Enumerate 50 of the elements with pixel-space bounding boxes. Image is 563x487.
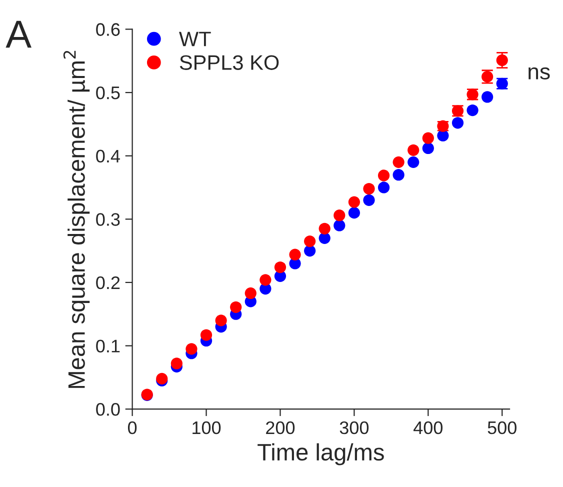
y-tick-label: 0.0 (96, 403, 120, 416)
point (378, 170, 390, 182)
point (378, 182, 390, 194)
point (496, 54, 508, 66)
y-tick-label: 0.2 (96, 276, 120, 290)
x-tick-label: 200 (266, 421, 295, 434)
point (348, 207, 360, 219)
point (422, 132, 434, 144)
point (408, 156, 420, 168)
point (482, 91, 494, 103)
point (392, 156, 404, 168)
point (260, 274, 272, 286)
legend-label: WT (179, 32, 211, 46)
annotation: ns (528, 67, 550, 80)
point (200, 329, 212, 341)
point (244, 287, 256, 300)
y-tick-label: 0.6 (96, 23, 120, 36)
x-tick-label: 300 (340, 421, 369, 434)
text: A (6, 20, 32, 48)
x-tick-label: 500 (488, 421, 516, 434)
point (304, 236, 316, 248)
point (304, 244, 316, 257)
point (348, 196, 360, 208)
point (363, 194, 375, 206)
point (334, 210, 346, 222)
point (452, 117, 464, 129)
point (392, 169, 404, 181)
x-axis-title: Time lag/ms (258, 443, 384, 466)
point (334, 220, 346, 232)
y-tick-label: 0.4 (96, 150, 120, 163)
point (466, 104, 478, 116)
point (437, 130, 449, 142)
point (422, 142, 434, 154)
x-tick-label: 100 (192, 421, 221, 434)
point (170, 358, 182, 370)
point (230, 301, 242, 313)
y-tick-label: 0.5 (96, 86, 120, 100)
point (318, 222, 330, 234)
point (289, 248, 301, 260)
y-tick-label: 0.1 (96, 340, 120, 352)
x-tick-label: 0 (128, 421, 137, 434)
point (274, 261, 286, 274)
point (363, 182, 375, 195)
point (186, 343, 198, 355)
point (408, 144, 420, 156)
y-tick-label: 0.3 (96, 213, 120, 226)
x-tick-label: 400 (414, 421, 443, 434)
y-axis-title: Mean square displacement/ µm$^{2}$ (63, 50, 90, 388)
legend-label: SPPL3 KO (180, 55, 279, 70)
point (215, 314, 227, 326)
